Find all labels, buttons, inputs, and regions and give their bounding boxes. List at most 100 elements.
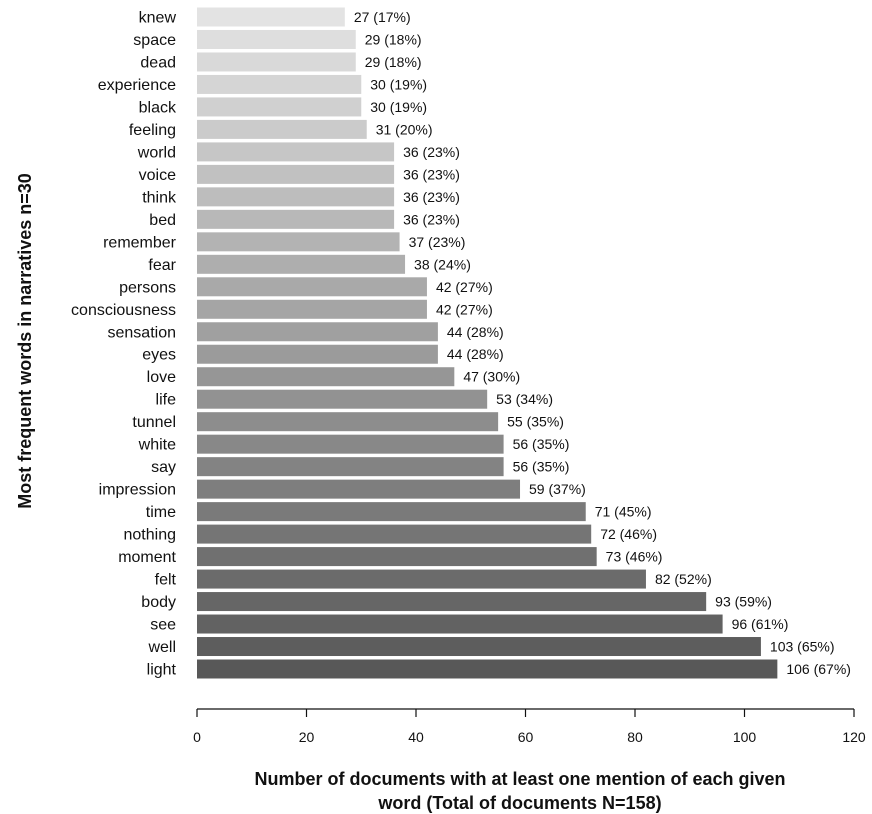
category-label-black: black (139, 99, 177, 116)
category-label-experience: experience (98, 77, 176, 94)
category-label-see: see (150, 617, 176, 634)
value-label-feeling: 31 (20%) (376, 121, 433, 137)
x-tick-label-20: 20 (299, 729, 315, 745)
bar-say (197, 457, 504, 477)
x-axis: 0 20 40 60 80 100 120 (193, 708, 866, 745)
value-label-felt: 82 (52%) (655, 571, 712, 587)
category-label-persons: persons (119, 279, 176, 296)
bar-world (197, 142, 395, 162)
category-label-bed: bed (149, 212, 176, 229)
category-label-world: world (137, 144, 176, 161)
value-label-life: 53 (34%) (496, 391, 553, 407)
bar-fear (197, 254, 406, 274)
x-axis-title-line2: word (Total of documents N=158) (377, 793, 661, 813)
category-label-dead: dead (140, 54, 176, 71)
value-label-see: 96 (61%) (732, 616, 789, 632)
category-label-consciousness: consciousness (71, 302, 176, 319)
value-label-experience: 30 (19%) (370, 76, 427, 92)
category-label-felt: felt (155, 572, 177, 589)
x-tick-label-100: 100 (733, 729, 757, 745)
category-label-sensation: sensation (108, 324, 177, 341)
x-tick-label-120: 120 (842, 729, 866, 745)
bar-sensation (197, 322, 438, 342)
value-label-say: 56 (35%) (513, 459, 570, 475)
value-label-body: 93 (59%) (715, 594, 772, 610)
category-label-impression: impression (99, 482, 176, 499)
value-label-knew: 27 (17%) (354, 9, 411, 25)
x-tick-label-40: 40 (408, 729, 424, 745)
x-tick-label-80: 80 (627, 729, 643, 745)
category-label-remember: remember (103, 234, 177, 251)
category-label-nothing: nothing (124, 527, 177, 544)
value-label-space: 29 (18%) (365, 31, 422, 47)
bar-experience (197, 74, 362, 94)
category-label-life: life (156, 392, 177, 409)
category-label-well: well (147, 639, 176, 656)
bar-nothing (197, 524, 592, 544)
value-label-black: 30 (19%) (370, 99, 427, 115)
value-label-love: 47 (30%) (463, 369, 520, 385)
category-label-time: time (146, 504, 176, 521)
value-label-world: 36 (23%) (403, 144, 460, 160)
bar-space (197, 29, 356, 49)
bar-life (197, 389, 488, 409)
bar-voice (197, 164, 395, 184)
bar-remember (197, 232, 400, 252)
bar-consciousness (197, 299, 427, 319)
category-label-eyes: eyes (142, 347, 176, 364)
value-label-think: 36 (23%) (403, 189, 460, 205)
category-label-love: love (147, 369, 176, 386)
bar-think (197, 187, 395, 207)
bar-persons (197, 277, 427, 297)
bar-bed (197, 209, 395, 229)
bar-light (197, 659, 778, 679)
bar-eyes (197, 344, 438, 364)
bar-time (197, 502, 586, 522)
value-label-white: 56 (35%) (513, 436, 570, 452)
x-axis-title-line1: Number of documents with at least one me… (254, 769, 785, 789)
bar-see (197, 614, 723, 634)
value-label-light: 106 (67%) (786, 661, 851, 677)
value-label-consciousness: 42 (27%) (436, 301, 493, 317)
value-label-persons: 42 (27%) (436, 279, 493, 295)
value-label-dead: 29 (18%) (365, 54, 422, 70)
bar-black (197, 97, 362, 117)
category-label-knew: knew (139, 10, 177, 27)
value-label-nothing: 72 (46%) (600, 526, 657, 542)
category-label-white: white (138, 437, 176, 454)
x-tick-label-0: 0 (193, 729, 201, 745)
category-label-body: body (141, 594, 176, 611)
category-label-fear: fear (148, 257, 176, 274)
bar-tunnel (197, 412, 499, 432)
value-label-impression: 59 (37%) (529, 481, 586, 497)
x-tick-label-60: 60 (518, 729, 534, 745)
category-label-say: say (151, 459, 176, 476)
value-label-fear: 38 (24%) (414, 256, 471, 272)
bar-love (197, 367, 455, 387)
value-label-remember: 37 (23%) (409, 234, 466, 250)
value-label-well: 103 (65%) (770, 639, 835, 655)
category-labels: knew space dead experience black feeling world… (71, 10, 177, 679)
value-label-bed: 36 (23%) (403, 211, 460, 227)
category-label-space: space (133, 32, 176, 49)
category-label-voice: voice (139, 167, 176, 184)
value-label-voice: 36 (23%) (403, 166, 460, 182)
bar-moment (197, 547, 597, 567)
bar-knew (197, 7, 345, 27)
bars-group (197, 7, 778, 679)
bar-feeling (197, 119, 367, 139)
bar-dead (197, 52, 356, 72)
bar-body (197, 592, 707, 612)
category-label-light: light (147, 662, 177, 679)
value-label-sensation: 44 (28%) (447, 324, 504, 340)
value-label-tunnel: 55 (35%) (507, 414, 564, 430)
bar-impression (197, 479, 521, 499)
value-labels: 27 (17%) 29 (18%) 29 (18%) 30 (19%) 30 (19%)… (354, 9, 851, 677)
category-label-think: think (142, 189, 177, 206)
value-label-eyes: 44 (28%) (447, 346, 504, 362)
y-axis-title: Most frequent words in narratives n=30 (15, 173, 35, 509)
bar-felt (197, 569, 646, 589)
category-label-tunnel: tunnel (132, 414, 176, 431)
category-label-feeling: feeling (129, 122, 176, 139)
